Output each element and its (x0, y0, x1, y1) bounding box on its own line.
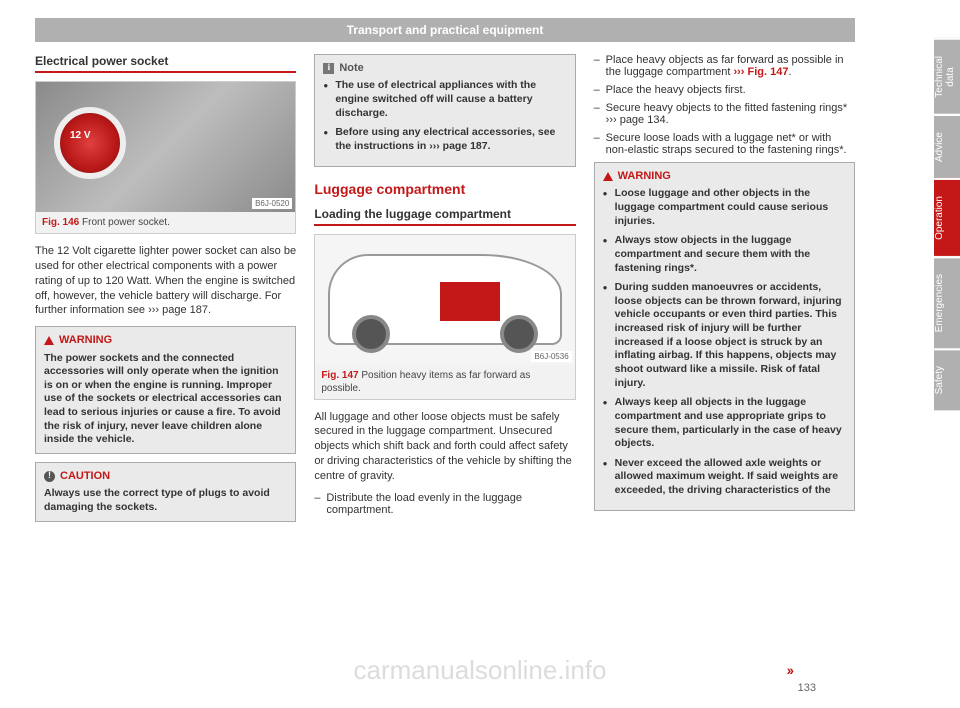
tab-safety[interactable]: Safety (934, 348, 960, 410)
figure-147-caption: Fig. 147 Position heavy items as far for… (315, 365, 574, 395)
note-head: i Note (323, 61, 566, 75)
side-tabs: Technical data Advice Operation Emergenc… (934, 38, 960, 410)
step-item: Place heavy objects as far forward as po… (594, 54, 855, 78)
figure-147: B6J-0536 Fig. 147 Position heavy items a… (314, 234, 575, 400)
continue-indicator: ›› (787, 662, 792, 678)
warn-item: Never exceed the allowed axle weights or… (603, 457, 846, 498)
warn-item: Always stow objects in the luggage compa… (603, 234, 846, 275)
step-item: Place the heavy objects first. (594, 84, 855, 96)
page-header: Transport and practical equipment (35, 18, 855, 42)
column-3: Place heavy objects as far forward as po… (594, 54, 855, 530)
warn-item: During sudden manoeuvres or accidents, l… (603, 281, 846, 390)
tab-advice[interactable]: Advice (934, 114, 960, 178)
content-columns: Electrical power socket B6J-0520 Fig. 14… (35, 54, 855, 530)
warn-item: Loose luggage and other objects in the l… (603, 187, 846, 228)
warning-icon (603, 172, 613, 181)
figure-caption-text: Front power socket. (82, 217, 170, 228)
figure-code: B6J-0536 (531, 351, 571, 362)
warning-list: Loose luggage and other objects in the l… (603, 187, 846, 497)
page-number: 133 (798, 682, 816, 694)
tab-operation[interactable]: Operation (934, 178, 960, 256)
section-title-luggage: Luggage compartment (314, 181, 575, 197)
luggage-block (440, 282, 500, 321)
step-item: Distribute the load evenly in the luggag… (314, 492, 575, 516)
socket-description: The 12 Volt cigarette lighter power sock… (35, 244, 296, 318)
section-title-socket: Electrical power socket (35, 54, 296, 73)
note-item: Before using any electrical accessories,… (323, 126, 566, 153)
note-box: i Note The use of electrical appliances … (314, 54, 575, 167)
subsection-loading: Loading the luggage compartment (314, 207, 575, 226)
note-icon: i (323, 63, 334, 74)
warn-item: Always keep all objects in the luggage c… (603, 396, 846, 451)
figure-146: B6J-0520 Fig. 146 Front power socket. (35, 81, 296, 234)
column-1: Electrical power socket B6J-0520 Fig. 14… (35, 54, 296, 530)
manual-page: Transport and practical equipment Electr… (0, 0, 870, 708)
warning-head: WARNING (603, 169, 846, 183)
caution-text: Always use the correct type of plugs to … (44, 487, 287, 514)
warning-label: WARNING (59, 333, 112, 347)
warning-box-socket: WARNING The power sockets and the connec… (35, 326, 296, 454)
figure-number: Fig. 146 (42, 217, 79, 228)
step-item: Secure loose loads with a luggage net* o… (594, 132, 855, 156)
warning-icon (44, 336, 54, 345)
figure-147-image: B6J-0536 (315, 235, 574, 365)
caution-icon: ! (44, 471, 55, 482)
column-2: i Note The use of electrical appliances … (314, 54, 575, 530)
warning-label: WARNING (618, 169, 671, 183)
step-text-end: . (788, 66, 791, 78)
tab-technical-data[interactable]: Technical data (934, 38, 960, 114)
car-outline (328, 254, 561, 345)
figure-code: B6J-0520 (252, 198, 292, 209)
luggage-description: All luggage and other loose objects must… (314, 410, 575, 484)
note-list: The use of electrical appliances with th… (323, 79, 566, 153)
fig-ref: ››› Fig. 147 (733, 66, 788, 78)
warning-text: The power sockets and the connected acce… (44, 352, 287, 447)
note-item: The use of electrical appliances with th… (323, 79, 566, 120)
figure-146-image: B6J-0520 (36, 82, 295, 212)
caution-box: ! CAUTION Always use the correct type of… (35, 462, 296, 522)
warning-box-luggage: WARNING Loose luggage and other objects … (594, 162, 855, 511)
luggage-steps-cont: Place heavy objects as far forward as po… (594, 54, 855, 156)
tab-emergencies[interactable]: Emergencies (934, 256, 960, 348)
figure-number: Fig. 147 (321, 370, 358, 381)
luggage-steps: Distribute the load evenly in the luggag… (314, 492, 575, 516)
warning-head: WARNING (44, 333, 287, 347)
note-label: Note (339, 61, 363, 75)
figure-146-caption: Fig. 146 Front power socket. (36, 212, 295, 229)
caution-head: ! CAUTION (44, 469, 287, 483)
caution-label: CAUTION (60, 469, 110, 483)
step-text: Place heavy objects as far forward as po… (606, 54, 844, 78)
step-item: Secure heavy objects to the fitted faste… (594, 102, 855, 126)
